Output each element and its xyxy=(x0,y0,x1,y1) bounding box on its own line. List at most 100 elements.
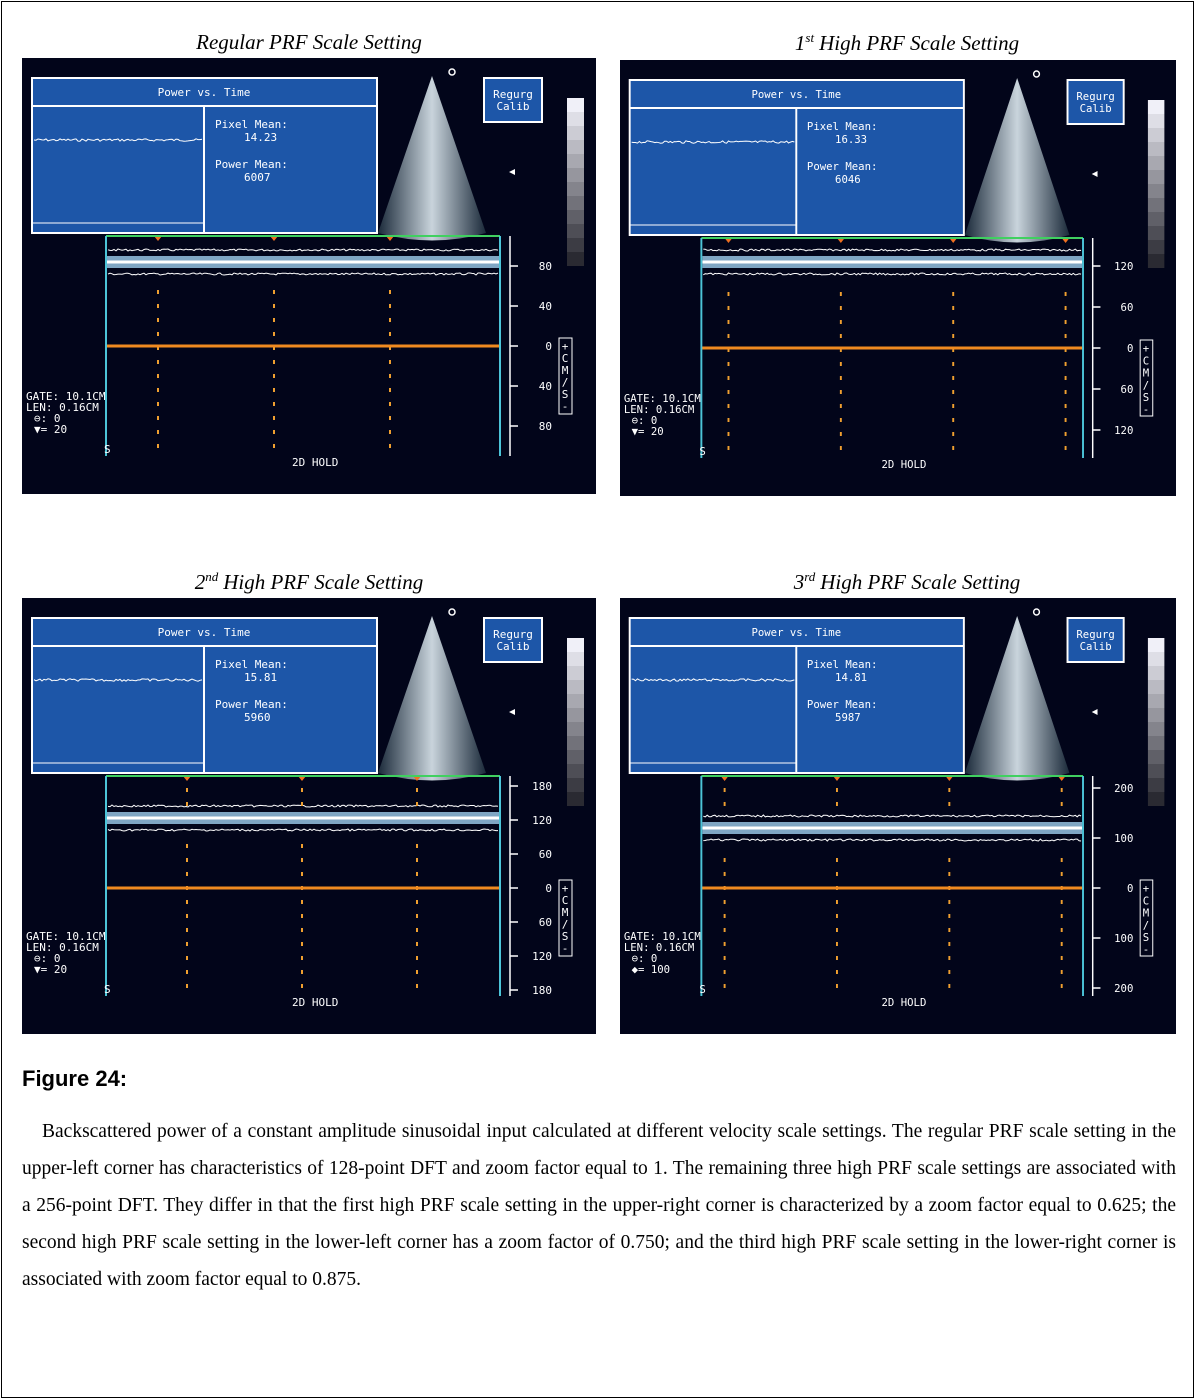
gray-scale-step xyxy=(1148,764,1164,778)
scale-label: 120 xyxy=(532,814,552,827)
gray-scale-step xyxy=(567,666,584,680)
pixel-mean-label: Pixel Mean: xyxy=(807,120,877,133)
gate-info: ◆= 100 xyxy=(632,963,670,976)
scale-label: 0 xyxy=(1127,882,1133,895)
gray-scale-step xyxy=(567,182,584,196)
scale-label: 120 xyxy=(1114,260,1133,273)
gray-scale-step xyxy=(1148,666,1164,680)
gray-scale-step xyxy=(1148,114,1164,128)
gray-scale-step xyxy=(567,778,584,792)
pixel-mean-value: 15.81 xyxy=(244,671,277,684)
gray-scale-step xyxy=(567,708,584,722)
pixel-mean-value: 16.33 xyxy=(835,133,867,146)
hold-label: 2D HOLD xyxy=(292,456,338,469)
scale-label: 40 xyxy=(539,380,552,393)
panel-caption: Regular PRF Scale Setting xyxy=(22,30,596,55)
gray-scale-step xyxy=(567,792,584,806)
gray-scale-step xyxy=(1148,708,1164,722)
calib-label: Calib xyxy=(496,640,529,653)
gray-scale-step xyxy=(567,154,584,168)
panel-caption: 3rdHigh PRF Scale Setting xyxy=(620,569,1194,595)
power-mean-label: Power Mean: xyxy=(215,698,288,711)
caption-number: 1 xyxy=(795,31,806,55)
gray-scale-step xyxy=(1148,680,1164,694)
scale-label: 0 xyxy=(1127,342,1133,355)
gate-info: ▼= 20 xyxy=(34,423,67,436)
gray-scale-step xyxy=(567,736,584,750)
scale-label: 100 xyxy=(1114,832,1133,845)
gray-scale-step xyxy=(1148,142,1164,156)
gray-scale-step xyxy=(1148,638,1164,652)
scale-label: 120 xyxy=(1114,424,1133,437)
hold-label: 2D HOLD xyxy=(292,996,338,1009)
unit-label: +CM/S- xyxy=(1140,342,1153,415)
gray-scale-step xyxy=(567,252,584,266)
caption-suffix: rd xyxy=(804,569,815,584)
scale-label: 100 xyxy=(1114,932,1133,945)
gray-scale-step xyxy=(567,722,584,736)
power-mean-value: 6007 xyxy=(244,171,271,184)
power-title: Power vs. Time xyxy=(158,626,251,639)
caption-text: High PRF Scale Setting xyxy=(223,570,423,594)
unit-label: +CM/S- xyxy=(559,882,572,954)
scale-label: 180 xyxy=(532,780,552,793)
gray-scale-step xyxy=(567,140,584,154)
scale-label: 200 xyxy=(1114,982,1133,995)
gray-scale-step xyxy=(567,112,584,126)
power-mean-label: Power Mean: xyxy=(807,698,877,711)
gray-scale-step xyxy=(1148,792,1164,806)
scale-label: 180 xyxy=(532,984,552,997)
gray-scale-step xyxy=(567,764,584,778)
scale-label: 200 xyxy=(1114,782,1133,795)
gray-scale-step xyxy=(567,694,584,708)
calib-label: Calib xyxy=(496,100,529,113)
scale-label: 120 xyxy=(532,950,552,963)
gray-scale-step xyxy=(1148,240,1164,254)
start-label: S xyxy=(104,983,111,996)
power-mean-value: 6046 xyxy=(835,173,861,186)
gray-scale-step xyxy=(1148,100,1164,114)
caption-text: Regular PRF Scale Setting xyxy=(196,30,422,54)
power-mean-label: Power Mean: xyxy=(807,160,877,173)
start-label: S xyxy=(104,443,111,456)
power-mean-value: 5987 xyxy=(835,711,861,724)
power-mean-value: 5960 xyxy=(244,711,271,724)
gray-scale-step xyxy=(567,238,584,252)
gray-scale-step xyxy=(1148,212,1164,226)
scale-label: 60 xyxy=(1121,301,1134,314)
power-title: Power vs. Time xyxy=(158,86,251,99)
gray-scale-step xyxy=(567,210,584,224)
scale-label: 0 xyxy=(545,882,552,895)
gray-scale-step xyxy=(1148,652,1164,666)
scale-label: 60 xyxy=(539,916,552,929)
gray-scale-step xyxy=(1148,750,1164,764)
gray-scale-step xyxy=(1148,722,1164,736)
pixel-mean-label: Pixel Mean: xyxy=(807,658,877,671)
gray-scale-step xyxy=(567,638,584,652)
caption-number: 3 xyxy=(794,570,805,594)
pixel-mean-value: 14.81 xyxy=(835,671,867,684)
gray-scale-step xyxy=(567,196,584,210)
scale-label: 80 xyxy=(539,420,552,433)
scale-label: 40 xyxy=(539,300,552,313)
pixel-mean-label: Pixel Mean: xyxy=(215,658,288,671)
gray-scale-step xyxy=(567,750,584,764)
gray-scale-step xyxy=(567,126,584,140)
gray-scale-step xyxy=(1148,156,1164,170)
hold-label: 2D HOLD xyxy=(882,458,927,471)
gray-scale-step xyxy=(1148,778,1164,792)
gray-scale-step xyxy=(567,224,584,238)
gate-info: ▼= 20 xyxy=(632,425,664,438)
gray-scale-step xyxy=(1148,226,1164,240)
gray-scale-step xyxy=(567,680,584,694)
scale-label: 80 xyxy=(539,260,552,273)
calib-label: Calib xyxy=(1080,640,1112,653)
ultrasound-screen: Power vs. TimePixel Mean:14.23Power Mean… xyxy=(22,58,596,494)
page: Figure 24: Backscattered power of a cons… xyxy=(0,0,1195,1400)
gray-scale-step xyxy=(1148,170,1164,184)
gray-scale-step xyxy=(1148,128,1164,142)
scale-label: 60 xyxy=(1121,383,1134,396)
